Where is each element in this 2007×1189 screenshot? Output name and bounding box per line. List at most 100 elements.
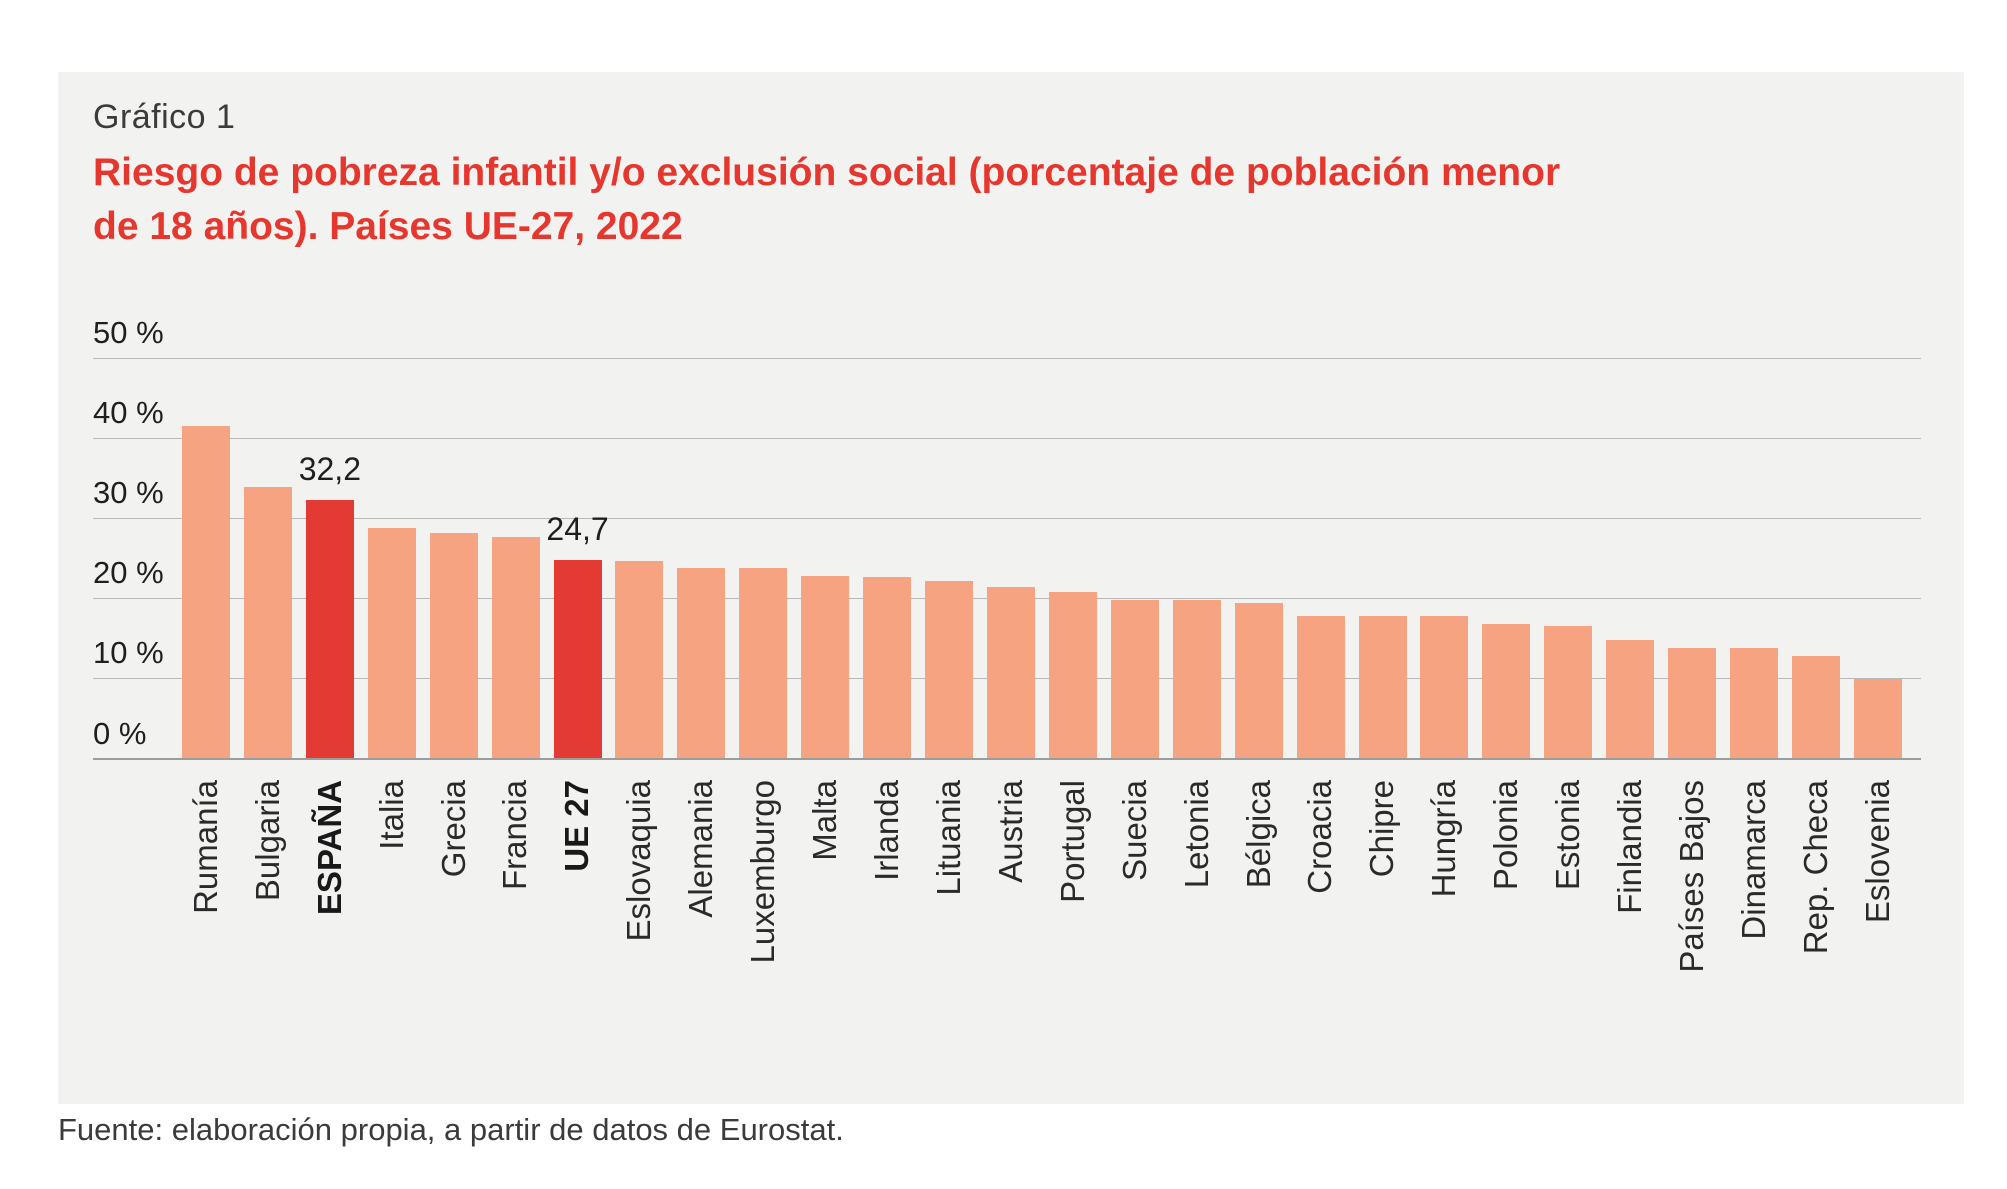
x-tick-label-text: Hungría	[1425, 780, 1463, 898]
x-tick-label: Polonia	[1476, 780, 1536, 1080]
x-tick-label-text: Francia	[496, 780, 534, 891]
x-tick-label: Letonia	[1167, 780, 1227, 1080]
bar	[925, 581, 974, 758]
chart-panel: Gráfico 1 Riesgo de pobreza infantil y/o…	[58, 72, 1964, 1104]
x-tick-label-text: Polonia	[1487, 780, 1525, 891]
x-tick-label: Chipre	[1353, 780, 1413, 1080]
bar	[1668, 648, 1717, 758]
gridline: 30 %	[93, 475, 1921, 519]
x-tick-label: UE 27	[548, 780, 608, 1080]
bar	[986, 586, 1035, 758]
x-tick-label-text: Dinamarca	[1734, 780, 1772, 940]
x-tick-label-text: Eslovenia	[1858, 780, 1896, 924]
bar	[863, 577, 912, 758]
bar	[615, 561, 664, 758]
x-tick-label: Bulgaria	[238, 780, 298, 1080]
x-axis-line: 0 %	[93, 716, 1921, 760]
x-tick-label-text: Malta	[806, 780, 844, 861]
x-tick-label-text: Austria	[991, 780, 1029, 883]
bar-column: Alemania	[677, 358, 726, 918]
x-tick-label: Luxemburgo	[733, 780, 793, 1080]
x-tick-label-text: Países Bajos	[1672, 780, 1710, 973]
x-tick-label: Lituania	[919, 780, 979, 1080]
x-tick-label: Austria	[981, 780, 1041, 1080]
x-tick-label: Hungría	[1414, 780, 1474, 1080]
bar-column: Dinamarca	[1730, 358, 1779, 940]
x-tick-label: Italia	[362, 780, 422, 1080]
bar	[801, 576, 850, 758]
x-tick-label-text: Rep. Checa	[1796, 780, 1834, 955]
x-tick-label-text: Alemania	[682, 780, 720, 918]
bar-column: Croacia	[1296, 358, 1345, 894]
y-tick-label: 0 %	[93, 716, 147, 751]
x-tick-label: Francia	[486, 780, 546, 1080]
bar	[1730, 648, 1779, 758]
bar	[677, 567, 726, 758]
x-tick-label: Bélgica	[1229, 780, 1289, 1080]
x-tick-label: Eslovaquia	[609, 780, 669, 1080]
bar	[1172, 600, 1221, 758]
bar-column: Polonia	[1482, 358, 1531, 890]
x-tick-label-text: Grecia	[434, 780, 472, 878]
x-tick-label: Finlandia	[1600, 780, 1660, 1080]
bar-column: Eslovaquia	[615, 358, 664, 941]
bar-column: Suecia	[1110, 358, 1159, 881]
x-tick-label: Alemania	[671, 780, 731, 1080]
bar-column: Letonia	[1172, 358, 1221, 888]
bar-column: Finlandia	[1606, 358, 1655, 914]
bar	[429, 533, 478, 758]
bar	[1048, 591, 1097, 758]
x-tick-label-text: Irlanda	[867, 780, 905, 881]
x-tick-label-text: Luxemburgo	[744, 780, 782, 964]
chart-title-line1: Riesgo de pobreza infantil y/o exclusión…	[93, 151, 1561, 194]
bar	[243, 486, 292, 758]
x-tick-label-text: Lituania	[929, 780, 967, 896]
bar-column: Bulgaria	[243, 358, 292, 901]
bar	[1420, 616, 1469, 758]
x-tick-label-text: Letonia	[1177, 780, 1215, 889]
bar	[1110, 599, 1159, 758]
x-tick-label-text: Rumanía	[186, 780, 224, 914]
bar-column: Países Bajos	[1668, 358, 1717, 973]
plot-area: 0 % 10 % 20 % 30 % 40 % 50 % Rumanía Bulgaria 3…	[93, 315, 1921, 973]
bar-column: Lituania	[925, 358, 974, 896]
bar-value-label: 32,2	[298, 451, 361, 488]
x-tick-label-text: UE 27	[558, 780, 596, 872]
source-note: Fuente: elaboración propia, a partir de …	[58, 1112, 844, 1147]
y-tick-label: 30 %	[93, 475, 164, 510]
chart-title: Riesgo de pobreza infantil y/o exclusión…	[93, 146, 1560, 254]
bar	[182, 426, 230, 758]
bar	[1482, 623, 1531, 758]
gridline: 40 %	[93, 395, 1921, 439]
bar	[739, 567, 788, 758]
x-tick-label-text: Chipre	[1363, 780, 1401, 878]
bar-column: Rep. Checa	[1791, 358, 1840, 954]
bar	[367, 527, 416, 758]
bar	[1853, 678, 1902, 758]
bar	[491, 537, 540, 758]
bar-column: Irlanda	[863, 358, 912, 881]
bar-column: Francia	[491, 358, 540, 890]
x-tick-label: Grecia	[424, 780, 484, 1080]
bar-column: Luxemburgo	[739, 358, 788, 963]
bar-column: Bélgica	[1234, 358, 1283, 888]
bar-highlighted	[305, 500, 354, 758]
x-tick-label: Portugal	[1043, 780, 1103, 1080]
bar-column: Italia	[367, 358, 416, 850]
bar	[1606, 640, 1655, 758]
bar-column: Malta	[801, 358, 850, 861]
x-tick-label: Croacia	[1291, 780, 1351, 1080]
x-tick-label-text: ESPAÑA	[310, 780, 348, 916]
x-tick-label-text: Portugal	[1053, 780, 1091, 903]
bar	[1296, 615, 1345, 758]
bar-column: 24,7 UE 27	[546, 358, 608, 871]
y-tick-label: 10 %	[93, 635, 164, 670]
bar-value-label: 24,7	[546, 511, 609, 548]
x-tick-label: Malta	[795, 780, 855, 1080]
chart-kicker: Gráfico 1	[93, 98, 236, 136]
x-tick-label-text: Suecia	[1115, 780, 1153, 881]
x-tick-label-text: Finlandia	[1611, 780, 1649, 914]
bar	[1358, 615, 1407, 758]
x-tick-label-text: Eslovaquia	[620, 780, 658, 942]
y-tick-label: 20 %	[93, 555, 164, 590]
